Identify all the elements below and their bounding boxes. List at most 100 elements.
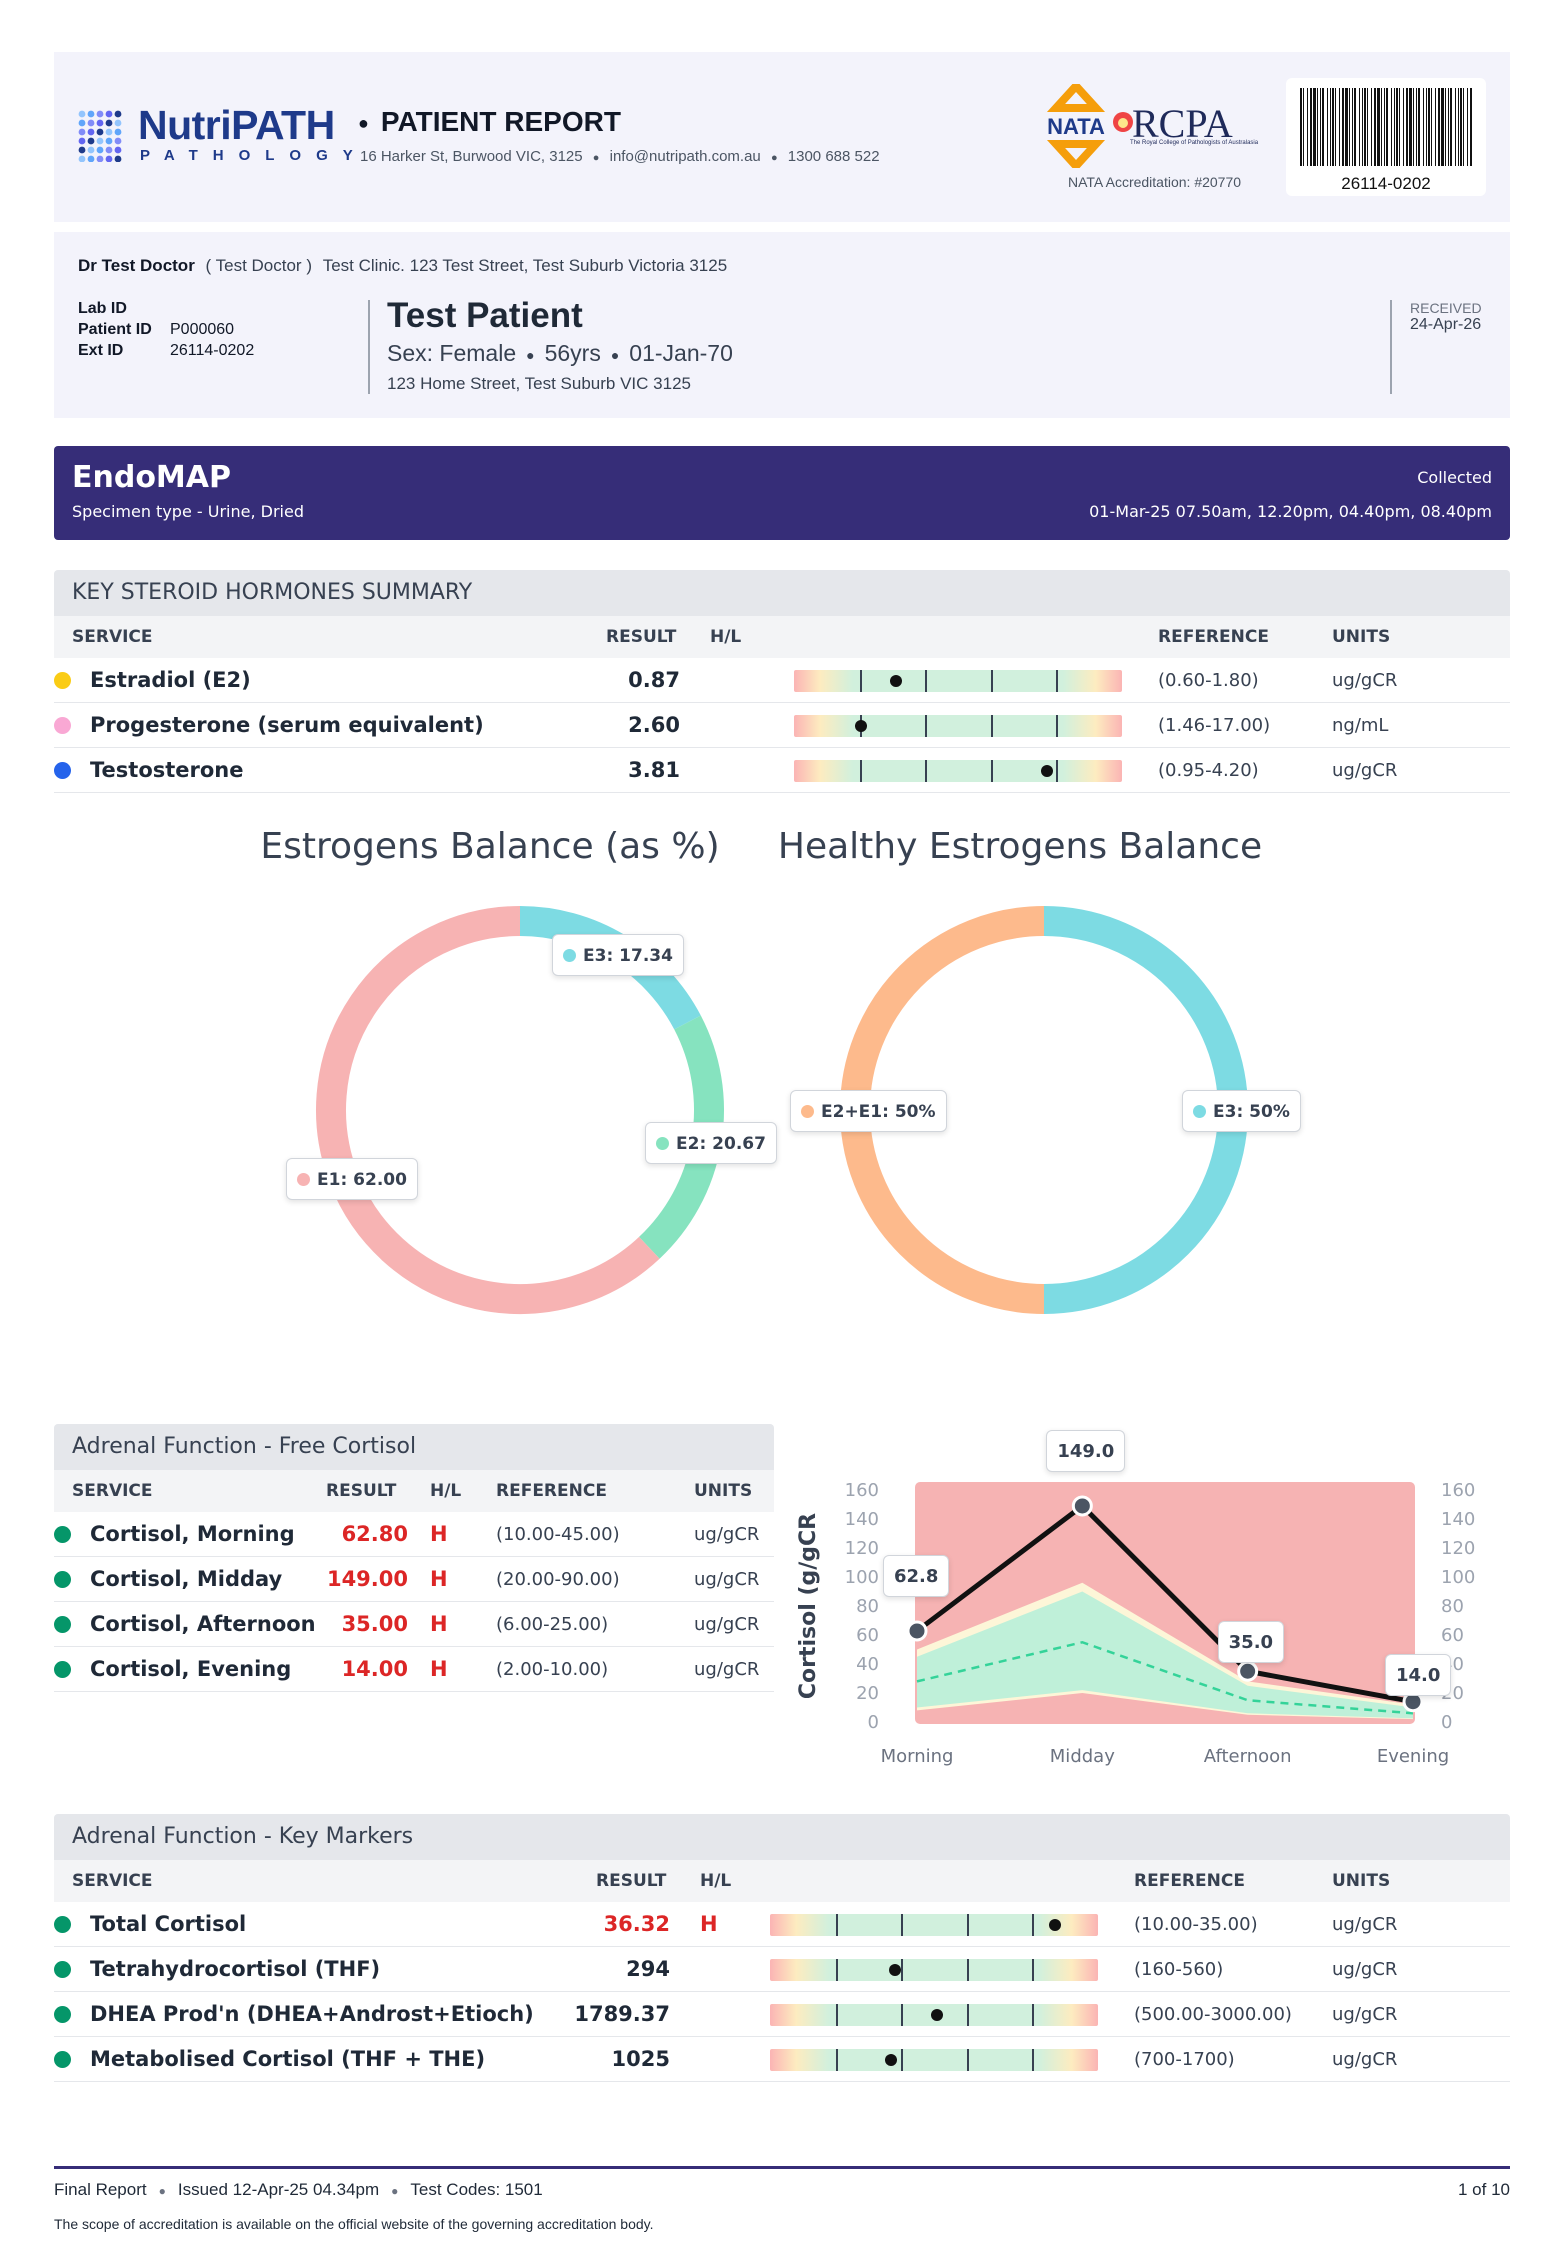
barcode-bar [1394, 88, 1395, 166]
reference-range: (10.00-35.00) [1134, 1914, 1258, 1935]
legend-dot [656, 1137, 669, 1150]
nutripath-logo-icon [78, 110, 122, 162]
section-title: KEY STEROID HORMONES SUMMARY [54, 570, 1510, 616]
barcode-bar [1418, 88, 1420, 166]
y-axis-label: Cortisol (g/gCR [796, 1513, 821, 1699]
units: ug/gCR [1332, 1914, 1398, 1935]
logo-dot [114, 146, 122, 154]
steroid-summary-table: KEY STEROID HORMONES SUMMARY SERVICE RES… [54, 570, 1510, 793]
barcode-bar [1322, 88, 1324, 166]
range-gauge [794, 760, 1122, 782]
col-hl: H/L [710, 627, 742, 647]
table-header: SERVICE RESULT H/L REFERENCE UNITS [54, 616, 1510, 658]
reference-range: (10.00-45.00) [496, 1524, 620, 1545]
estrogen-donut-charts [316, 906, 1248, 1314]
reference-range: (160-560) [1134, 1959, 1224, 1980]
report-title-text: PATIENT REPORT [380, 106, 621, 137]
reference-range: (0.60-1.80) [1158, 670, 1259, 691]
legend-dot [801, 1105, 814, 1118]
logo-dot [105, 128, 113, 136]
logo-dot [96, 146, 104, 154]
barcode-bar [1396, 88, 1398, 166]
received-date: 24-Apr-26 [1410, 316, 1482, 333]
logo-dot [87, 155, 95, 162]
status-dot [54, 1961, 71, 1978]
patient-age: 56yrs [544, 340, 601, 366]
y-tick-left: 60 [856, 1625, 879, 1646]
status-dot [54, 1616, 71, 1633]
barcode-bar [1354, 88, 1356, 166]
barcode-bar [1307, 88, 1308, 166]
gauge-marker [1049, 1919, 1062, 1931]
patient-id-label: Patient ID [78, 321, 152, 338]
y-tick-left: 40 [856, 1654, 879, 1675]
data-label: 62.8 [883, 1554, 950, 1597]
gauge-tick [901, 1914, 904, 1936]
units: ug/gCR [1332, 2004, 1398, 2025]
barcode-icon [1300, 88, 1472, 166]
patient-name: Test Patient [387, 296, 583, 335]
reference-range: (1.46-17.00) [1158, 715, 1271, 736]
data-label: 35.0 [1217, 1621, 1285, 1664]
logo-dot [105, 110, 113, 118]
barcode-bar [1367, 88, 1368, 166]
rcpa-subtitle: The Royal College of Pathologists of Aus… [1130, 140, 1259, 146]
service-name: Tetrahydrocortisol (THF) [90, 1957, 381, 1981]
col-units: UNITS [1332, 1871, 1391, 1891]
free-cortisol-table: Adrenal Function - Free Cortisol SERVICE… [54, 1424, 774, 1692]
logo-dot [78, 128, 86, 136]
gauge-tick [990, 670, 993, 692]
barcode-bar [1416, 88, 1417, 166]
reference-range: (20.00-90.00) [496, 1569, 620, 1590]
logo-dot [105, 146, 113, 154]
y-tick-right: 0 [1441, 1712, 1452, 1733]
status-dot [54, 2006, 71, 2023]
table-row: Cortisol, Morning 62.80 H (10.00-45.00) ug/g… [54, 1512, 774, 1557]
barcode-bar [1403, 88, 1404, 166]
barcode-bar [1359, 88, 1360, 166]
logo-dot [105, 137, 113, 145]
x-tick-label: Afternoon [1204, 1746, 1292, 1767]
logo-dot [87, 146, 95, 154]
reference-mean-line [916, 1640, 1414, 1715]
col-service: SERVICE [72, 627, 153, 647]
range-gauge [770, 1959, 1098, 1981]
range-gauge [770, 1914, 1098, 1936]
test-name: EndoMAP [72, 460, 231, 495]
reference-band-inner [917, 1591, 1413, 1719]
collected-times: 01-Mar-25 07.50am, 12.20pm, 04.40pm, 08.… [1089, 502, 1492, 521]
logo-dot [114, 119, 122, 127]
data-point [906, 1620, 928, 1642]
service-name: Testosterone [90, 758, 244, 782]
hl-flag: H [430, 1522, 448, 1546]
lab-phone[interactable]: 1300 688 522 [787, 148, 880, 165]
barcode-bar [1467, 88, 1468, 166]
units: ng/mL [1332, 715, 1389, 736]
barcode-bar [1364, 88, 1366, 166]
result-value: 294 [626, 1957, 670, 1981]
y-tick-left: 120 [845, 1538, 879, 1559]
logo-dot [78, 146, 86, 154]
service-name: DHEA Prod'n (DHEA+Androst+Etioch) [90, 2002, 534, 2026]
table-header: SERVICE RESULT H/L REFERENCE UNITS [54, 1470, 774, 1512]
doctor-name: Dr Test Doctor [78, 256, 195, 275]
lab-address: 16 Harker St, Burwood VIC, 3125 [360, 148, 583, 165]
barcode-bar [1362, 88, 1363, 166]
barcode-bar [1332, 88, 1334, 166]
logo-dot [96, 137, 104, 145]
lab-email[interactable]: info@nutripath.com.au [609, 148, 761, 165]
status-dot [54, 1526, 71, 1543]
barcode-bar [1303, 88, 1304, 166]
divider [1390, 300, 1392, 394]
reference-range: (700-1700) [1134, 2049, 1235, 2070]
barcode-bar [1428, 88, 1430, 166]
logo-dot [78, 137, 86, 145]
barcode-bar [1450, 88, 1452, 166]
slice-label-text: E2: 20.67 [676, 1134, 766, 1154]
col-result: RESULT [596, 1871, 667, 1891]
gauge-tick [901, 1959, 904, 1981]
hl-flag: H [430, 1567, 448, 1591]
slice-label: E2+E1: 50% [790, 1090, 947, 1132]
x-tick-label: Evening [1377, 1746, 1449, 1767]
hl-flag: H [430, 1612, 448, 1636]
